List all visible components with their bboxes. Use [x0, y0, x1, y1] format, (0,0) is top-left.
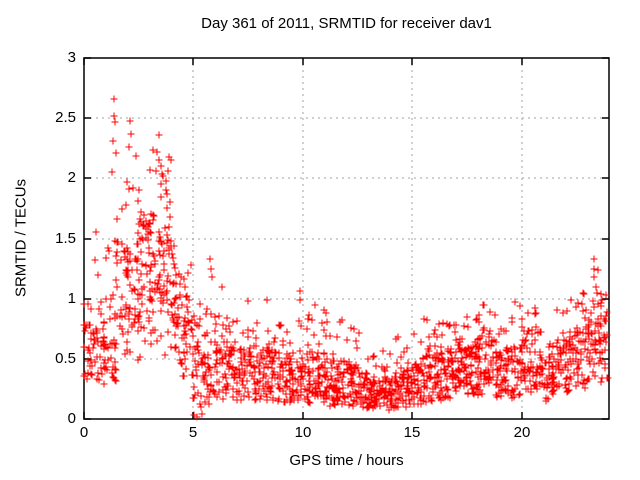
x-tick-label: 10 [294, 424, 312, 441]
chart-title: Day 361 of 2011, SRMTID for receiver dav… [201, 15, 492, 32]
x-tick-label: 15 [403, 424, 421, 441]
y-tick-label: 3 [67, 49, 76, 66]
x-tick-label: 20 [513, 424, 531, 441]
y-tick-label: 2.5 [55, 109, 76, 126]
y-tick-label: 0 [67, 410, 76, 427]
x-axis-label: GPS time / hours [289, 452, 404, 469]
y-tick-label: 0.5 [55, 350, 76, 367]
y-tick-label: 1 [67, 290, 76, 307]
y-tick-label: 2 [67, 169, 76, 186]
y-tick-label: 1.5 [55, 230, 76, 247]
x-tick-label: 0 [79, 424, 89, 441]
x-tick-label: 5 [188, 424, 198, 441]
